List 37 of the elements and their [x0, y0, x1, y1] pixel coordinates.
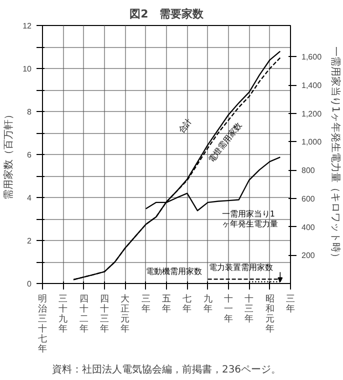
y2-tick-label: 600 [302, 194, 316, 204]
y2-tick-label: 200 [302, 251, 316, 260]
x-tick-label: 十一年 [224, 294, 233, 324]
y2-tick-label: 1,400 [302, 81, 322, 90]
x-tick-label: 明治三十七年 [38, 294, 47, 354]
text: 資料：社団法人電気協会編，前掲書，236ページ。 [52, 364, 282, 376]
y-tick-label: 8 [27, 108, 32, 116]
y2-axis-title: 一需用家当り1ヶ年発生電力量（キロワット時） [330, 46, 342, 263]
y-tick-label: 0 [27, 280, 32, 288]
y2-tick-label: 1,000 [302, 138, 322, 147]
y-axis-title: 需用家数（百万軒） [2, 110, 15, 200]
y2-tick-label: 800 [302, 166, 316, 176]
y-tick-label: 10 [22, 64, 32, 74]
x-tick-label: 大正元年 [120, 294, 130, 334]
x-tick-label: 五年 [162, 294, 171, 314]
y-tick-label: 2 [27, 236, 32, 246]
x-tick-label: 三十九年 [58, 294, 68, 334]
x-tick-label: 三年 [141, 294, 150, 314]
x-tick-label: 四十二年 [79, 294, 88, 334]
text: 電燈需用家数 [206, 120, 244, 164]
x-tick-label: 四十三年 [100, 294, 109, 334]
text: 合計 [176, 116, 194, 135]
y-tick-label: 4 [27, 194, 32, 202]
x-tick-label: 三年 [286, 294, 295, 314]
series-label: 電力装置需用家数 [209, 262, 274, 272]
y-tick-label: 6 [27, 150, 32, 160]
y2-tick-label: 1,200 [302, 109, 322, 118]
x-tick-label: 七年 [182, 294, 192, 314]
chart-title: 図2 需要家数 [130, 8, 204, 20]
x-tick-label: 十三年 [244, 294, 254, 324]
series-label: 一需用家当り1ヶ年発生電力量 [222, 210, 278, 228]
x-tick-label: 九年 [203, 294, 212, 314]
series-label: 電動機需用家数 [146, 267, 202, 276]
y-tick-label: 12 [22, 22, 32, 30]
y2-tick-label: 1,600 [302, 52, 322, 62]
x-tick-label: 昭和元年 [265, 294, 274, 334]
y2-tick-label: 400 [302, 222, 316, 232]
